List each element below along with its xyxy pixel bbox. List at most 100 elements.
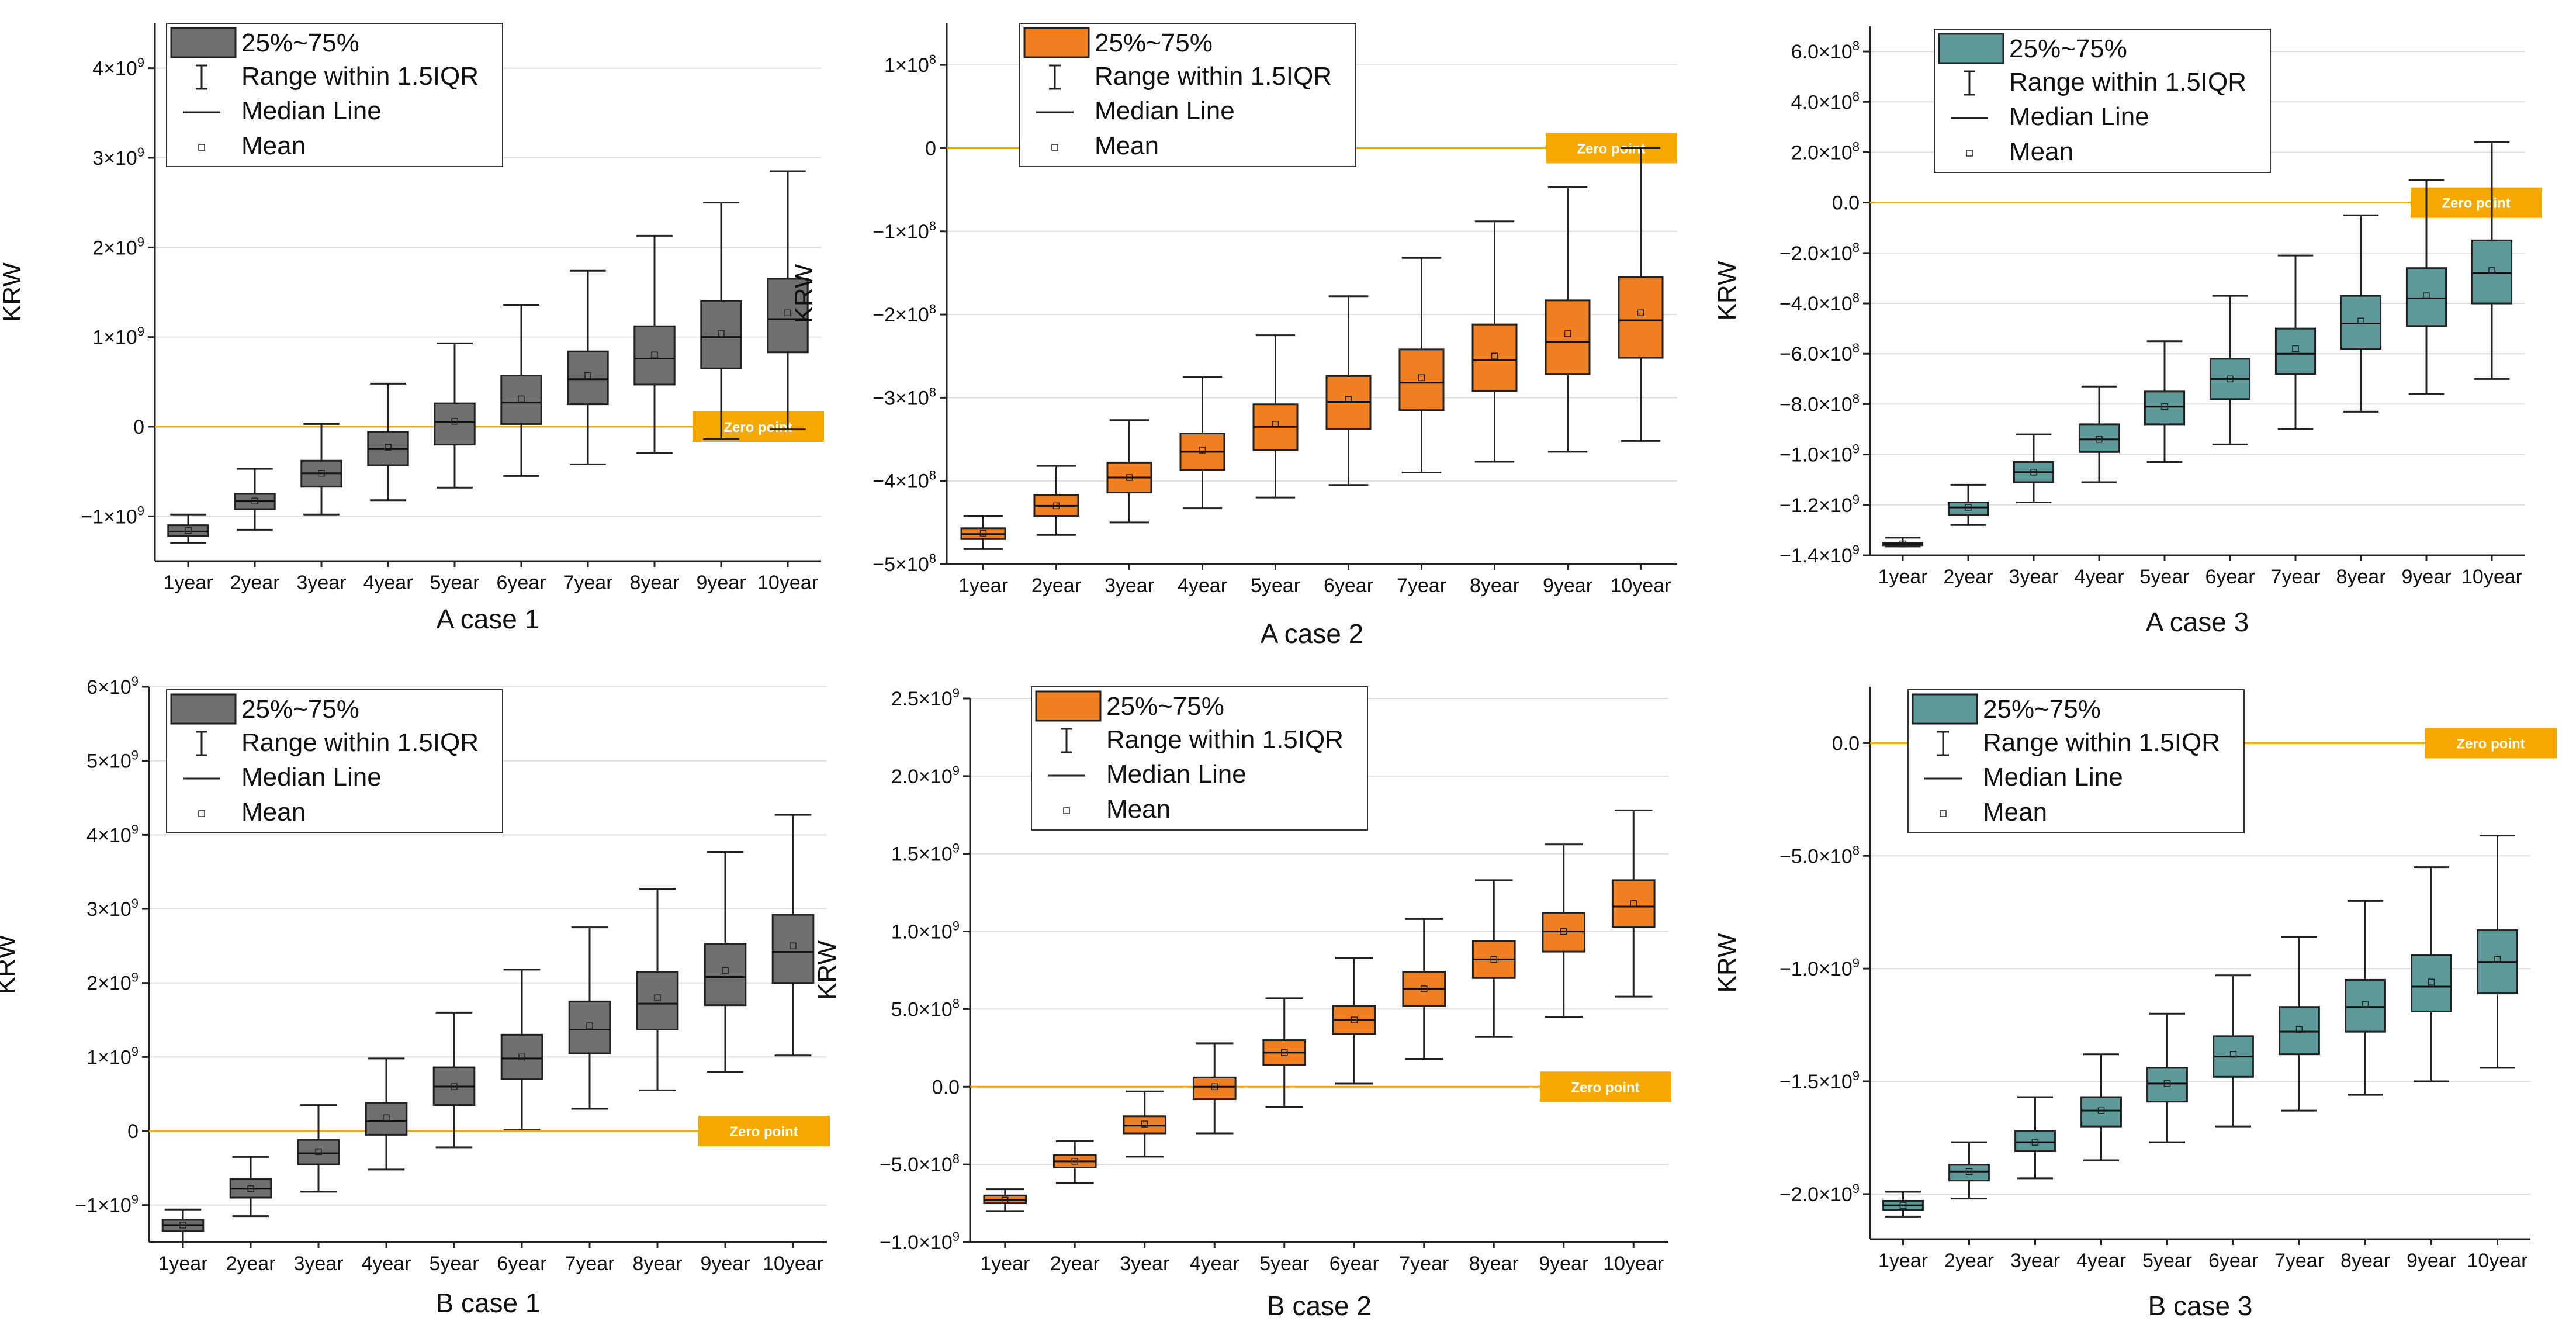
iqr-box bbox=[1192, 1076, 1237, 1101]
mean-marker bbox=[1630, 900, 1637, 907]
zero-point-label: Zero point bbox=[2411, 187, 2542, 218]
box-7year: 7year bbox=[563, 269, 613, 594]
zero-point-text: Zero point bbox=[723, 420, 792, 435]
mean-marker bbox=[1351, 1016, 1358, 1023]
y-tick-label: 1.0×109 bbox=[891, 919, 960, 943]
box-10year: 10year bbox=[757, 170, 818, 594]
mean-marker bbox=[251, 497, 258, 505]
legend-mean-label: Mean bbox=[1095, 132, 1159, 160]
box-8year: 8year bbox=[2340, 900, 2390, 1272]
x-tick-label: 4year bbox=[1190, 1253, 1239, 1275]
box-10year: 10year bbox=[1603, 809, 1664, 1275]
panel-caption: B case 3 bbox=[2148, 1291, 2253, 1321]
box-7year: 7year bbox=[1399, 918, 1449, 1275]
x-tick-label: 9year bbox=[696, 572, 746, 594]
mean-marker bbox=[654, 994, 661, 1001]
x-tick-label: 3year bbox=[296, 572, 346, 594]
x-tick-label: 4year bbox=[2074, 566, 2124, 588]
legend: 25%~75% Range within 1.5IQR Median Line Mea… bbox=[1907, 689, 2245, 833]
box-5year: 5year bbox=[2139, 340, 2190, 588]
iqr-box bbox=[1471, 323, 1518, 392]
iqr-box bbox=[2144, 390, 2186, 426]
y-tick-label: −1.0×109 bbox=[880, 1229, 960, 1254]
box-7year: 7year bbox=[565, 926, 615, 1275]
mean-marker bbox=[2161, 403, 2168, 410]
mean-marker bbox=[651, 351, 658, 359]
box-6year: 6year bbox=[2205, 295, 2255, 588]
mean-marker bbox=[1345, 396, 1352, 403]
box-8year: 8year bbox=[632, 888, 683, 1275]
y-axis-label: KRW bbox=[1713, 933, 1741, 992]
x-tick-label: 8year bbox=[632, 1253, 682, 1275]
legend-box-swatch bbox=[170, 27, 237, 58]
x-tick-label: 5year bbox=[1251, 575, 1300, 597]
y-tick-label: 2.0×108 bbox=[1791, 139, 1860, 164]
x-tick-label: 10year bbox=[763, 1253, 823, 1275]
mean-marker bbox=[722, 967, 729, 974]
box-8year: 8year bbox=[1469, 879, 1519, 1275]
y-tick-label: −8.0×108 bbox=[1779, 391, 1860, 416]
x-tick-label: 8year bbox=[2336, 566, 2385, 588]
mean-marker bbox=[1199, 447, 1206, 454]
iqr-box bbox=[365, 1102, 408, 1136]
x-tick-label: 7year bbox=[565, 1253, 614, 1275]
box-1year: 1year bbox=[1878, 537, 1928, 588]
legend: 25%~75% Range within 1.5IQR Median Line Mea… bbox=[1934, 29, 2271, 173]
legend-box-label: 25%~75% bbox=[1983, 695, 2101, 724]
box-10year: 10year bbox=[763, 814, 823, 1275]
iqr-box bbox=[2078, 423, 2120, 453]
x-tick-label: 9year bbox=[1539, 1253, 1588, 1275]
box-1year: 1year bbox=[958, 514, 1008, 597]
mean-marker bbox=[518, 395, 525, 403]
mean-marker bbox=[2292, 345, 2299, 352]
mean-marker bbox=[318, 469, 325, 477]
legend-box-label: 25%~75% bbox=[1106, 692, 1224, 721]
box-3year: 3year bbox=[1120, 1090, 1169, 1275]
box-3year: 3year bbox=[1105, 419, 1154, 597]
x-tick-label: 1year bbox=[980, 1253, 1030, 1275]
mean-marker bbox=[1490, 956, 1497, 963]
mean-marker bbox=[2357, 317, 2364, 324]
x-tick-label: 4year bbox=[1178, 575, 1227, 597]
x-tick-label: 3year bbox=[2010, 1250, 2060, 1272]
legend-box-label: 25%~75% bbox=[1095, 29, 1213, 57]
legend-mean-label: Mean bbox=[241, 132, 306, 160]
mean-marker bbox=[2229, 1050, 2237, 1058]
iqr-box bbox=[297, 1139, 340, 1165]
zero-point-label: Zero point bbox=[2425, 728, 2557, 759]
box-4year: 4year bbox=[363, 382, 413, 594]
zero-point-text: Zero point bbox=[1571, 1080, 1639, 1095]
y-tick-label: 5×109 bbox=[86, 748, 139, 773]
y-tick-label: −5.0×108 bbox=[1779, 843, 1860, 867]
box-10year: 10year bbox=[1611, 147, 1671, 597]
mean-marker bbox=[2031, 1139, 2039, 1146]
legend-mean-symbol bbox=[1940, 810, 1947, 817]
mean-marker bbox=[2428, 978, 2435, 986]
y-tick-label: −5×108 bbox=[872, 551, 936, 576]
mean-marker bbox=[1564, 330, 1571, 337]
mean-marker bbox=[584, 372, 591, 379]
mean-marker bbox=[1002, 1196, 1009, 1204]
y-tick-label: 5.0×108 bbox=[891, 996, 960, 1021]
legend-mean-label: Mean bbox=[241, 798, 306, 826]
y-tick-label: −2.0×108 bbox=[1779, 240, 1860, 265]
chart-panel: −2.0×109 −1.5×109 −1.0×109 −5.0×108 0.0 Zero … bbox=[1713, 687, 2557, 1321]
y-tick-label: 0.0 bbox=[932, 1076, 960, 1098]
box-3year: 3year bbox=[296, 423, 347, 594]
y-tick-label: 3×109 bbox=[92, 145, 144, 170]
box-9year: 9year bbox=[2401, 179, 2452, 588]
iqr-box bbox=[167, 524, 209, 537]
iqr-box bbox=[704, 943, 747, 1007]
mean-marker bbox=[1965, 1168, 1973, 1175]
iqr-box bbox=[1948, 1164, 1990, 1182]
y-tick-label: −2.0×109 bbox=[1779, 1181, 1860, 1206]
zero-point-label: Zero point bbox=[698, 1116, 830, 1146]
box-3year: 3year bbox=[2009, 433, 2059, 588]
mean-marker bbox=[2488, 267, 2495, 274]
mean-marker bbox=[1272, 421, 1279, 428]
zero-point-text: Zero point bbox=[2442, 196, 2510, 212]
box-5year: 5year bbox=[429, 1011, 479, 1275]
box-8year: 8year bbox=[2336, 214, 2386, 588]
x-tick-label: 3year bbox=[293, 1253, 343, 1275]
